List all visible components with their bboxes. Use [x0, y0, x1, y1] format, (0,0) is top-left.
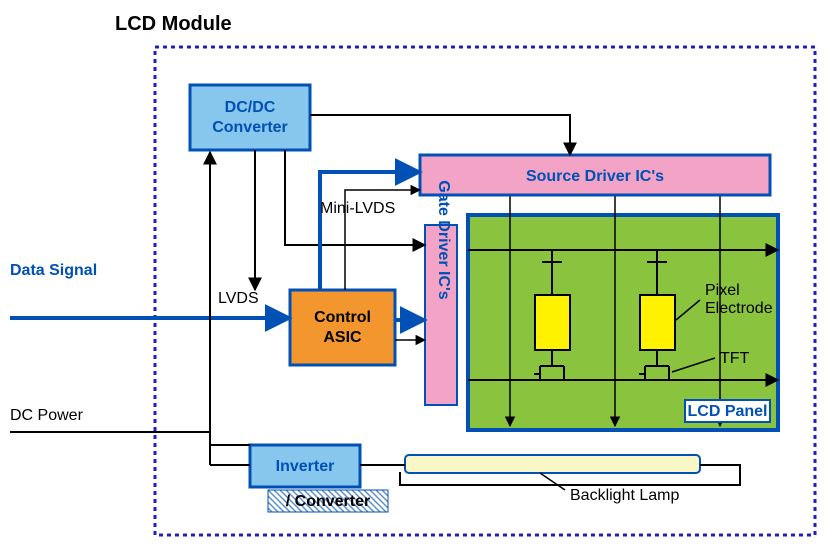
control-asic-label-2: ASIC	[323, 329, 362, 346]
dcdc-label-2: Converter	[212, 119, 288, 136]
control-asic-label-1: Control	[314, 309, 371, 326]
lcd-panel	[468, 215, 778, 430]
source-driver-label: Source Driver IC's	[526, 168, 664, 185]
gate-driver-label: Gate Driver IC's	[435, 180, 452, 300]
inverter-label: Inverter	[276, 458, 335, 475]
mini-lvds-label: Mini-LVDS	[320, 200, 395, 217]
dcdc-label-1: DC/DC	[225, 99, 276, 116]
module-title: LCD Module	[115, 13, 232, 35]
lvds-label: LVDS	[218, 290, 259, 307]
dcdc-converter	[190, 85, 310, 150]
data-signal-label: Data Signal	[10, 262, 97, 279]
backlight-lamp	[405, 455, 700, 473]
dc-power-label: DC Power	[10, 407, 84, 424]
tft-label: TFT	[720, 350, 750, 367]
pixel-electrode	[535, 295, 570, 350]
backlight-label: Backlight Lamp	[570, 487, 679, 504]
lcd-panel-label: LCD Panel	[687, 403, 767, 420]
pixel-electrode-label-1: Pixel	[705, 282, 740, 299]
control-asic	[290, 290, 395, 365]
converter2-label: / Converter	[286, 493, 370, 510]
pixel-electrode-label-2: Electrode	[705, 300, 773, 317]
pixel-electrode	[640, 295, 675, 350]
